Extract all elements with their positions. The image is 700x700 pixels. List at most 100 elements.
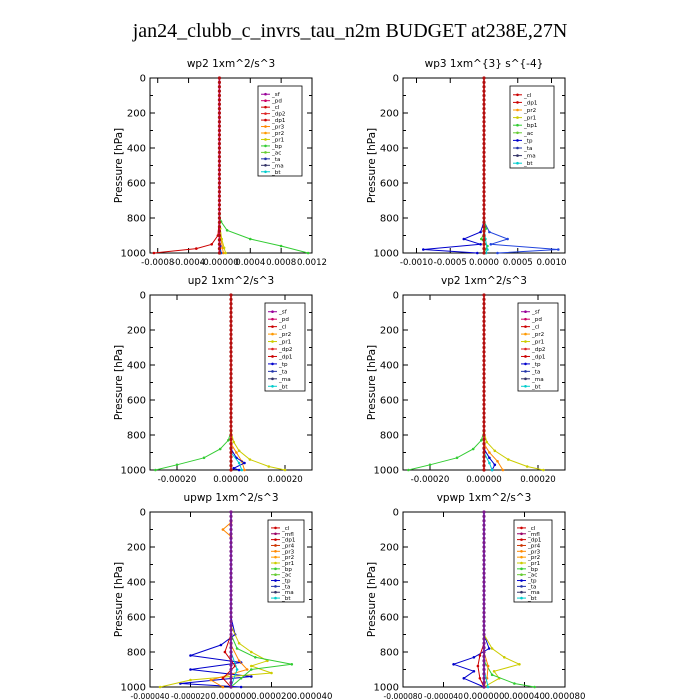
legend-marker [524, 384, 527, 388]
legend-marker [264, 164, 267, 167]
zero-profile-marker [482, 398, 486, 402]
zero-profile-marker [229, 297, 233, 301]
legend-marker [524, 332, 527, 336]
zero-profile-marker [482, 310, 486, 315]
y-tick-label: 600 [127, 613, 146, 624]
zero-profile-marker [229, 367, 233, 371]
legend: _cl_mfl_dp1_pr4_pr3_pr2_pr1_bp_ac_tp_ta_… [513, 519, 553, 603]
legend-marker [271, 332, 274, 336]
legend-entry: _pr2 [278, 332, 291, 338]
zero-profile-marker [217, 80, 222, 84]
legend-box [264, 302, 306, 392]
legend-marker [274, 538, 277, 541]
zero-profile-marker [229, 576, 233, 580]
series-point [462, 237, 466, 241]
y-tick-label: 800 [127, 431, 146, 442]
legend-entry: _dp2 [278, 347, 292, 353]
zero-profile-marker [229, 310, 233, 315]
x-tick-label: 0.000040 [291, 692, 332, 700]
y-tick-label: 400 [127, 361, 146, 372]
legend: _sf_pd_cl_dp2_dp1_pr3_pr2_pr1_bp_ac_ta_m… [257, 85, 303, 177]
y-tick-label: 800 [127, 214, 146, 225]
legend-marker [524, 310, 527, 314]
zero-profile-marker [482, 185, 486, 189]
legend-entry: _bp [271, 144, 282, 150]
legend-entry: _pr2 [271, 131, 284, 137]
legend-marker [274, 561, 277, 565]
series-point [250, 675, 253, 678]
zero-profile-marker [482, 536, 486, 540]
zero-profile-marker [482, 203, 486, 207]
zero-profile-marker [482, 198, 486, 203]
series-point [237, 659, 241, 663]
series-point [250, 664, 253, 668]
series-point [496, 251, 499, 255]
zero-profile-marker [229, 350, 233, 354]
panel-title: up2 1xm^2/s^3 [188, 275, 274, 287]
series-point [478, 677, 482, 680]
y-tick-label: 0 [393, 508, 399, 519]
zero-profile-marker [229, 407, 233, 411]
zero-profile-marker [482, 433, 486, 437]
series-point [237, 461, 241, 465]
zero-profile-marker [229, 584, 233, 588]
legend-entry: _bp [281, 567, 292, 573]
series-point [462, 677, 466, 680]
legend-entry: _ta [523, 146, 532, 152]
zero-profile-marker [482, 85, 486, 89]
legend-entry: _ta [531, 369, 540, 375]
zero-profile-marker [482, 107, 486, 111]
zero-profile-marker [217, 124, 222, 128]
legend-marker [271, 325, 274, 328]
zero-profile-marker [229, 519, 233, 523]
x-tick-label: -0.000020 [171, 692, 210, 700]
legend-marker [520, 544, 523, 547]
legend-entry: _ma [281, 590, 294, 596]
series-point [202, 456, 206, 460]
zero-profile-marker [229, 510, 233, 514]
zero-profile-marker [229, 672, 233, 676]
zero-profile-marker [229, 646, 233, 650]
y-tick-label: 400 [127, 144, 146, 155]
panel-title: vpwp 1xm^2/s^3 [437, 492, 532, 504]
zero-profile-marker [482, 98, 486, 102]
zero-profile-marker [482, 415, 486, 420]
legend-box [517, 302, 559, 392]
panel-4: vp2 1xm^2/s^3 Pressure [hPa] 0 200 400 600 800… [366, 275, 566, 485]
zero-profile-marker [217, 198, 222, 203]
legend-entry: _sf [278, 310, 288, 316]
series-point [220, 237, 223, 241]
legend-entry: _ma [531, 377, 544, 383]
zero-profile-marker [229, 659, 233, 663]
zero-profile-marker [217, 159, 222, 163]
legend-entry: _ta [271, 157, 280, 163]
legend-marker [516, 146, 519, 150]
zero-profile-marker [217, 207, 222, 211]
zero-profile-marker [482, 332, 486, 336]
legend-marker [516, 139, 519, 142]
y-tick-label: 600 [380, 179, 399, 190]
y-tick-label: 0 [393, 291, 399, 302]
series-point [476, 664, 480, 668]
legend-marker [516, 93, 519, 97]
zero-profile-marker [482, 172, 486, 176]
legend-marker [516, 161, 519, 165]
legend-entry: _pr2 [523, 108, 536, 114]
legend-marker [264, 105, 267, 109]
zero-profile-marker [482, 102, 486, 106]
zero-profile-marker [229, 650, 233, 654]
zero-profile-marker [229, 523, 233, 527]
zero-profile-marker [482, 297, 486, 301]
series-line [483, 431, 544, 471]
zero-profile-marker [229, 606, 233, 610]
series-line [153, 217, 220, 254]
zero-profile-marker [482, 376, 486, 380]
zero-profile-marker [482, 137, 486, 141]
series-point [195, 247, 198, 250]
panel-title: wp3 1xm^{3} s^{-4} [425, 58, 544, 70]
zero-profile-marker [229, 532, 233, 536]
x-tick-label: 0.000040 [504, 692, 545, 700]
legend-marker [264, 138, 267, 141]
